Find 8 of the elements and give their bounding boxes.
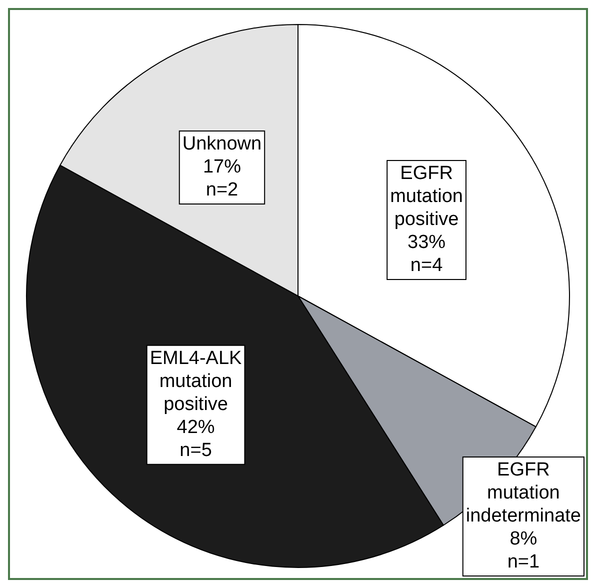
data-label: 33% n=4 xyxy=(408,232,446,276)
data-label: 8% n=1 xyxy=(507,528,540,573)
slice-label: EML4-ALK mutation positive xyxy=(150,348,242,416)
data-label: 42% n=5 xyxy=(176,417,215,462)
data-label: 17% n=2 xyxy=(202,156,242,201)
slice-label: EGFR mutation indeterminate xyxy=(466,460,581,527)
slice-label: EGFR mutation positive xyxy=(390,163,463,230)
slice-label: Unknown xyxy=(182,134,262,155)
